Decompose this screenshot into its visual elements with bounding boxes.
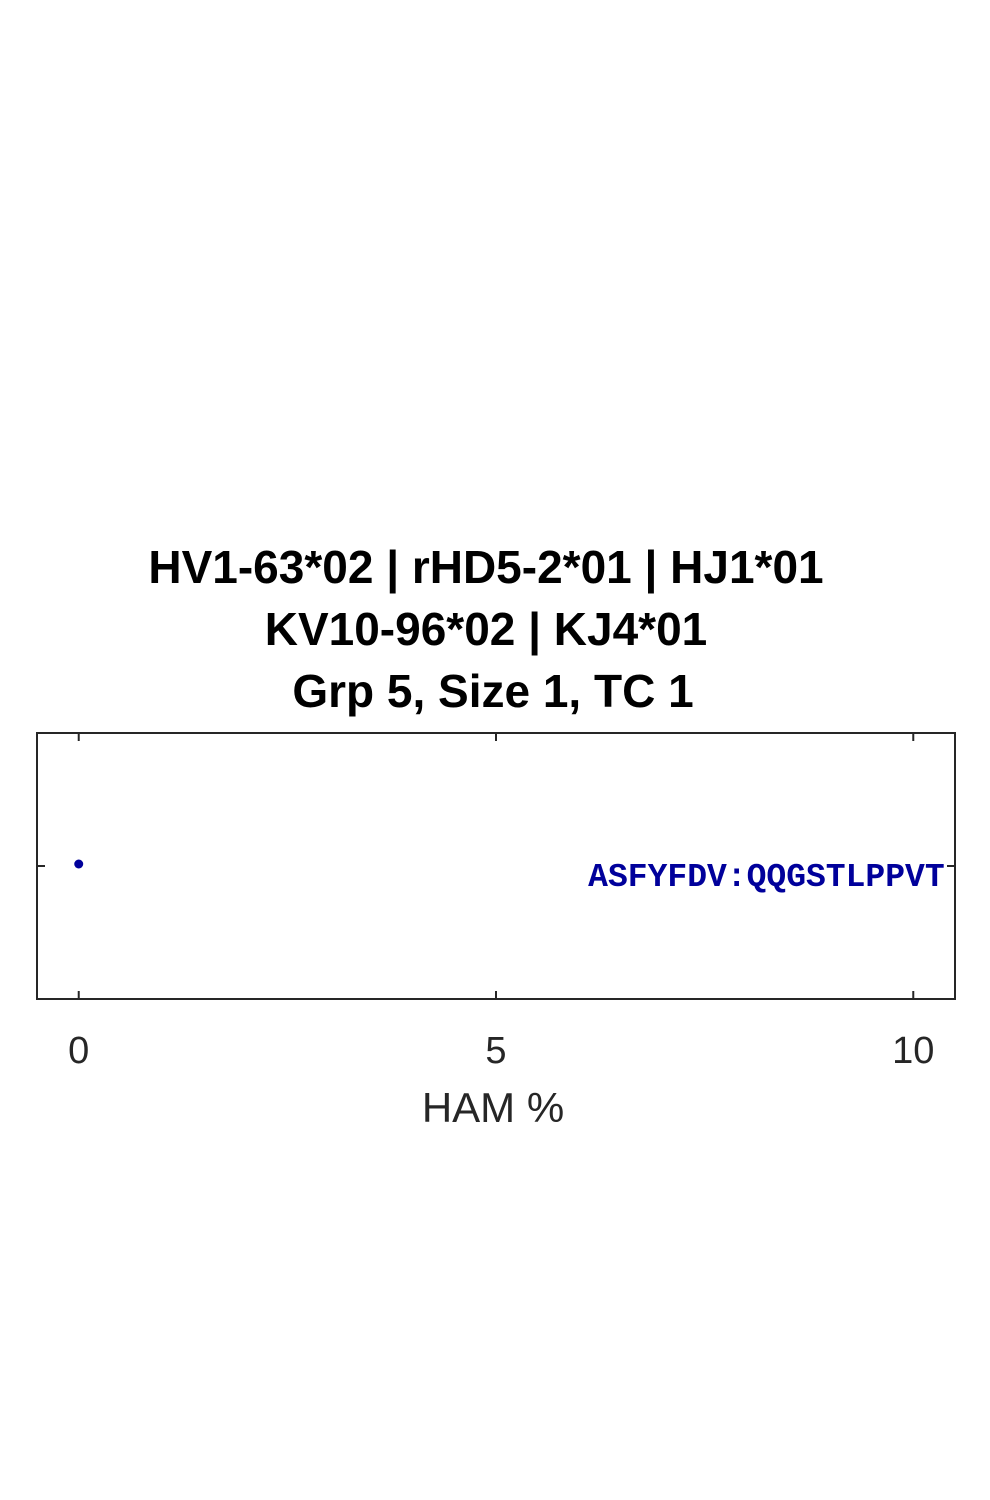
- x-axis-tick-labels: 0 5 10: [68, 1030, 934, 1072]
- x-tick-label: 5: [485, 1030, 506, 1072]
- sequence-annotation: ASFYFDV:QQGSTLPPVT: [588, 859, 944, 896]
- chart-title: HV1-63*02 | rHD5-2*01 | HJ1*01 KV10-96*0…: [148, 541, 823, 717]
- x-axis-label: HAM %: [422, 1084, 564, 1131]
- title-line-1: HV1-63*02 | rHD5-2*01 | HJ1*01: [148, 541, 823, 593]
- title-line-2: KV10-96*02 | KJ4*01: [265, 603, 708, 655]
- y-axis-ticks: [37, 732, 955, 1000]
- title-line-3: Grp 5, Size 1, TC 1: [292, 665, 693, 717]
- x-tick-label: 10: [892, 1030, 934, 1072]
- x-axis-ticks: [77, 733, 915, 999]
- data-points: [74, 859, 84, 869]
- x-tick-label: 0: [68, 1030, 89, 1072]
- annotations: ASFYFDV:QQGSTLPPVT: [588, 859, 944, 896]
- data-point: [74, 859, 84, 869]
